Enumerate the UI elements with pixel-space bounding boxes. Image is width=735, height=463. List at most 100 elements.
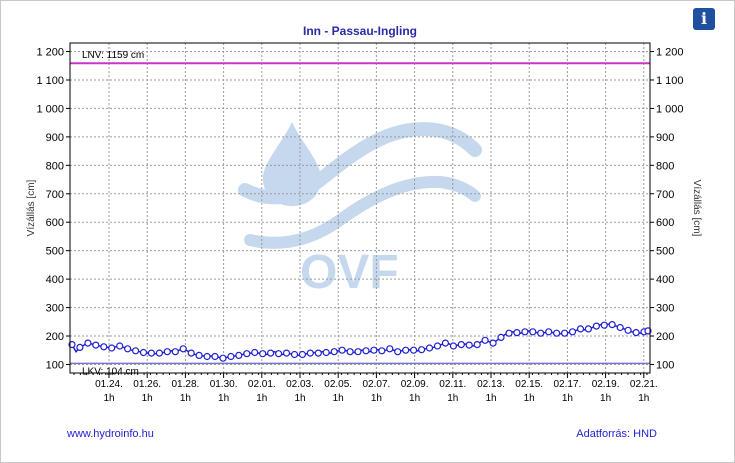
data-point	[139, 348, 148, 357]
data-point	[370, 346, 378, 354]
x-tick-hour-label: 1h	[524, 393, 535, 404]
data-point	[203, 352, 211, 361]
data-point	[219, 354, 227, 362]
ovf-watermark-logo: OVF	[238, 122, 482, 299]
data-point	[632, 329, 640, 337]
data-point	[251, 348, 259, 357]
x-tick-hour-label: 1h	[218, 393, 229, 404]
x-tick-hour-label: 1h	[485, 393, 496, 404]
data-point	[100, 343, 108, 351]
data-point	[179, 345, 187, 353]
y-tick-label-left: 800	[46, 160, 64, 172]
data-point	[497, 333, 505, 341]
data-point	[354, 348, 362, 356]
y-tick-label-right: 200	[656, 331, 674, 343]
x-tick-date-label: 02.13.	[477, 379, 505, 390]
data-point	[76, 343, 84, 351]
y-tick-label-right: 700	[656, 189, 674, 201]
data-point	[433, 342, 442, 350]
data-point	[545, 328, 553, 336]
y-tick-label-left: 300	[46, 303, 64, 315]
data-point	[227, 352, 235, 361]
data-point	[298, 350, 306, 359]
data-point	[330, 348, 338, 356]
x-tick-date-label: 01.28.	[171, 379, 199, 390]
hydroinfo-link[interactable]: www.hydroinfo.hu	[66, 428, 154, 440]
data-point	[132, 347, 140, 355]
data-point	[306, 349, 314, 357]
x-tick-hour-label: 1h	[142, 393, 153, 404]
data-point	[600, 321, 608, 329]
data-point	[489, 339, 497, 347]
data-point	[322, 348, 330, 357]
x-tick-date-label: 02.17.	[553, 379, 581, 390]
series-layer	[68, 321, 652, 362]
y-tick-label-left: 600	[46, 217, 64, 229]
data-point	[346, 348, 354, 356]
data-point	[290, 350, 299, 359]
x-tick-hour-label: 1h	[638, 393, 649, 404]
data-point	[402, 346, 410, 354]
data-point	[243, 350, 251, 358]
data-point	[584, 325, 593, 333]
data-point	[282, 349, 291, 357]
data-point	[123, 345, 132, 353]
grid-lines	[70, 43, 650, 373]
x-tick-date-label: 02.07.	[362, 379, 390, 390]
reference-lines: LNV: 1159 cm LKV: 104 cm	[70, 50, 650, 377]
y-tick-label-left: 1 200	[36, 47, 64, 59]
x-tick-hour-label: 1h	[447, 393, 458, 404]
ref-label-lnv: LNV: 1159 cm	[82, 50, 144, 61]
y-tick-label-right: 1 000	[656, 103, 684, 115]
data-point	[505, 329, 513, 337]
data-point	[481, 336, 489, 344]
y-tick-label-left: 100	[46, 359, 64, 371]
y-tick-label-right: 1 200	[656, 47, 684, 59]
data-point	[195, 351, 203, 359]
data-point	[457, 341, 465, 349]
y-tick-label-right: 300	[656, 303, 674, 315]
data-point	[211, 352, 219, 361]
data-point	[116, 342, 124, 350]
data-point	[92, 341, 100, 349]
data-point	[267, 349, 275, 357]
x-tick-hour-label: 1h	[371, 393, 382, 404]
y-tick-label-right: 400	[656, 274, 674, 286]
y-tick-label-left: 1 000	[36, 103, 64, 115]
data-point	[394, 348, 402, 356]
chart-title: Inn - Passau-Ingling	[303, 24, 417, 38]
y-axis-right: 100 200 300 400 500 600 700 800 900 1 000 1 100 1 2…	[650, 47, 684, 371]
data-point	[386, 345, 394, 353]
y-tick-label-right: 600	[656, 217, 674, 229]
x-tick-hour-label: 1h	[562, 393, 573, 404]
x-tick-date-label: 02.05.	[324, 379, 352, 390]
data-point	[147, 349, 155, 357]
y-tick-label-left: 1 100	[36, 75, 64, 87]
y-tick-label-left: 200	[46, 331, 64, 343]
x-tick-date-label: 02.15.	[515, 379, 543, 390]
x-tick-hour-label: 1h	[256, 393, 267, 404]
y-axis-label-left: Vízállás [cm]	[26, 179, 37, 236]
y-tick-label-left: 700	[46, 189, 64, 201]
data-point	[513, 329, 521, 337]
data-point	[616, 323, 624, 332]
data-point	[592, 322, 601, 330]
data-point	[171, 348, 179, 356]
x-tick-date-label: 01.26.	[133, 379, 161, 390]
wave-shape-1	[238, 122, 482, 205]
y-axis-label-right: Vízállás [cm]	[691, 180, 702, 237]
data-point	[521, 328, 529, 336]
x-tick-date-label: 01.24.	[95, 379, 123, 390]
x-tick-hour-label: 1h	[409, 393, 420, 404]
x-tick-date-label: 02.21.	[630, 379, 658, 390]
data-point	[418, 346, 426, 354]
data-point	[537, 329, 545, 337]
data-point	[624, 326, 632, 334]
data-point	[84, 339, 92, 347]
info-icon[interactable]: i	[693, 8, 715, 30]
data-point	[441, 339, 449, 347]
data-point	[608, 321, 616, 329]
x-tick-hour-label: 1h	[600, 393, 611, 404]
y-tick-label-right: 900	[656, 132, 674, 144]
